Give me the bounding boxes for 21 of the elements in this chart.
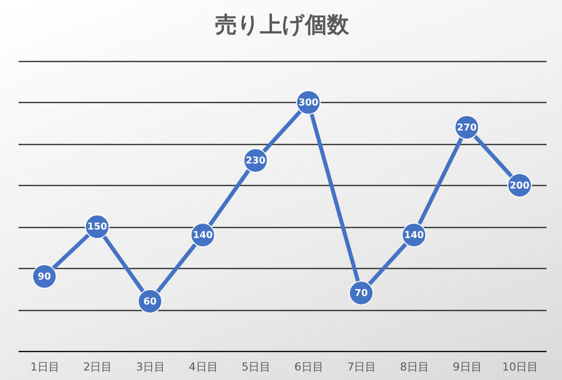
data-label: 300 bbox=[298, 97, 319, 108]
x-tick-label: 2日目 bbox=[83, 360, 112, 374]
x-tick-label: 6日目 bbox=[294, 360, 324, 374]
x-tick-label: 1日目 bbox=[30, 360, 60, 374]
data-label: 90 bbox=[38, 271, 52, 282]
x-tick-label: 8日目 bbox=[400, 360, 429, 374]
data-label: 200 bbox=[510, 180, 530, 192]
chart-title: 売り上げ個数 bbox=[215, 13, 350, 38]
data-label: 150 bbox=[87, 222, 108, 233]
data-label: 70 bbox=[354, 288, 368, 299]
x-tick-label: 4日目 bbox=[188, 360, 218, 374]
data-label: 60 bbox=[143, 296, 157, 308]
x-tick-label: 7日目 bbox=[347, 360, 376, 374]
data-label: 140 bbox=[404, 230, 424, 241]
x-tick-label: 5日目 bbox=[242, 360, 271, 374]
data-label: 270 bbox=[456, 122, 478, 134]
data-label: 230 bbox=[246, 155, 266, 166]
x-tick-label: 9日目 bbox=[452, 360, 482, 374]
data-label: 140 bbox=[192, 230, 214, 241]
x-tick-label: 10日目 bbox=[502, 360, 538, 374]
x-tick-label: 3日目 bbox=[136, 360, 165, 374]
